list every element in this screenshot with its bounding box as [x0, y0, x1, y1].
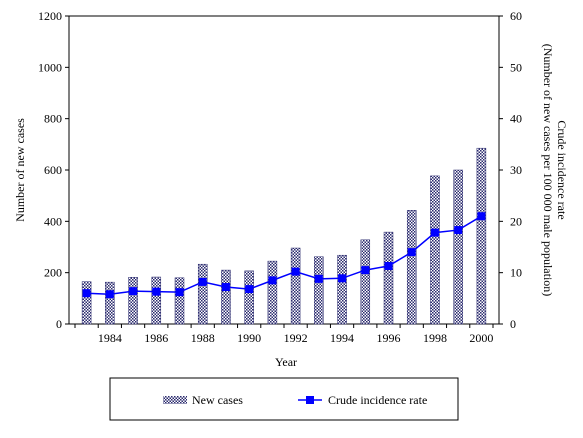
right-tick-label: 10	[510, 266, 522, 280]
crude-rate-point-1984	[105, 290, 114, 299]
bar-new-cases-1990	[244, 270, 254, 325]
x-tick-label: 1994	[330, 331, 354, 345]
x-tick-label: 2000	[469, 331, 493, 345]
right-tick-label: 30	[510, 163, 522, 177]
crude-rate-point-1990	[245, 285, 254, 294]
left-tick-label: 0	[56, 317, 62, 331]
bar-new-cases-1992	[290, 247, 301, 325]
crude-rate-point-1997	[407, 248, 416, 257]
crude-rate-point-1993	[314, 274, 323, 283]
bar-new-cases-1987	[174, 277, 185, 325]
x-axis-title: Year	[275, 355, 297, 369]
bar-new-cases-1994	[337, 254, 347, 325]
bar-series	[81, 147, 487, 325]
bar-new-cases-1989	[221, 269, 231, 325]
legend-label-new-cases: New cases	[192, 393, 243, 407]
crude-rate-point-1987	[175, 288, 184, 297]
crude-rate-point-1998	[430, 228, 439, 237]
bar-new-cases-1998	[430, 175, 440, 325]
right-tick-label: 0	[510, 317, 516, 331]
crude-rate-point-1988	[198, 277, 207, 286]
x-tick-label: 1998	[423, 331, 447, 345]
left-tick-label: 600	[44, 163, 62, 177]
right-tick-label: 50	[510, 60, 522, 74]
right-tick-label: 60	[510, 9, 522, 23]
right-axis-title-line1: Crude incidence rate	[555, 120, 569, 219]
crude-rate-point-1992	[291, 267, 300, 276]
crude-rate-point-1994	[338, 274, 347, 283]
crude-rate-point-1985	[129, 287, 138, 296]
right-axis-title-line2: (Number of new cases per 100 000 male po…	[541, 44, 555, 297]
crude-rate-point-1983	[82, 289, 91, 298]
crude-rate-point-1989	[221, 283, 230, 292]
right-tick-label: 40	[510, 112, 522, 126]
bar-new-cases-1986	[151, 276, 162, 325]
bar-new-cases-1997	[406, 210, 417, 325]
bar-new-cases-1999	[453, 169, 463, 325]
left-tick-label: 400	[44, 214, 62, 228]
bar-new-cases-1988	[197, 263, 208, 325]
left-axis: 0 200 400 600 800 1000 1200	[38, 9, 69, 331]
x-tick-label: 1988	[191, 331, 215, 345]
left-tick-label: 1000	[38, 60, 62, 74]
crude-rate-point-2000	[477, 212, 486, 221]
left-tick-label: 200	[44, 266, 62, 280]
x-tick-label: 1986	[144, 331, 168, 345]
right-tick-label: 20	[510, 214, 522, 228]
legend: New cases Crude incidence rate	[109, 377, 459, 421]
bar-new-cases-1996	[383, 231, 394, 325]
bar-new-cases-1985	[128, 277, 138, 325]
plot-area	[68, 15, 500, 325]
x-tick-label: 1990	[237, 331, 261, 345]
bar-new-cases-2000	[476, 147, 487, 325]
left-axis-title: Number of new cases	[13, 118, 27, 222]
x-axis: 1984 1986 1988 1990 1992 1994 1996 1998 2000	[74, 324, 494, 345]
bar-new-cases-1991	[267, 260, 278, 325]
x-tick-label: 1992	[284, 331, 308, 345]
bar-new-cases-1995	[360, 239, 371, 325]
x-tick-label: 1996	[377, 331, 401, 345]
crude-rate-point-1996	[384, 261, 393, 270]
legend-swatch-new-cases	[163, 396, 187, 404]
left-tick-label: 1200	[38, 9, 62, 23]
right-axis: 0 10 20 30 40 50 60	[499, 9, 522, 331]
bar-new-cases-1984	[105, 281, 115, 325]
line-series	[82, 212, 486, 299]
crude-rate-point-1999	[454, 226, 463, 235]
crude-rate-point-1991	[268, 276, 277, 285]
crude-rate-point-1995	[361, 266, 370, 275]
crude-rate-point-1986	[152, 287, 161, 296]
bar-new-cases-1983	[81, 281, 92, 325]
legend-label-crude-rate: Crude incidence rate	[328, 393, 427, 407]
left-tick-label: 800	[44, 112, 62, 126]
x-tick-label: 1984	[98, 331, 122, 345]
legend-marker-crude-rate	[306, 396, 314, 404]
bar-new-cases-1993	[314, 256, 324, 325]
